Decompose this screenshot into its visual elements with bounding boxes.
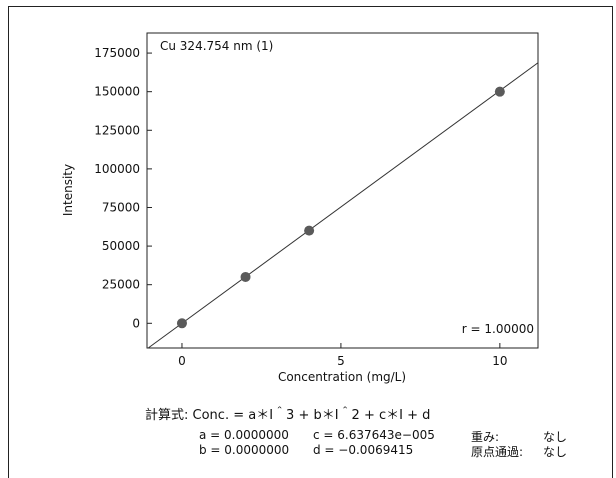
y-tick-label: 125000 bbox=[94, 123, 140, 137]
chart-title: Cu 324.754 nm (1) bbox=[160, 39, 273, 53]
formula-line: 計算式: Conc. = a＊I＾3 + b＊I＾2 + c＊I + d bbox=[145, 404, 430, 423]
y-axis-label: Intensity bbox=[61, 164, 75, 216]
y-tick-label: 100000 bbox=[94, 162, 140, 176]
formula-expression: Conc. = a＊I＾3 + b＊I＾2 + c＊I + d bbox=[192, 408, 431, 423]
y-tick-labels: 0 25000 50000 75000 100000 125000 150000 175000 bbox=[94, 46, 140, 330]
x-tick-label: 10 bbox=[492, 354, 507, 368]
y-tick-label: 175000 bbox=[94, 46, 140, 60]
y-tick-label: 50000 bbox=[102, 239, 140, 253]
y-tick-label: 150000 bbox=[94, 85, 140, 99]
origin-value: なし bbox=[543, 445, 568, 459]
data-point bbox=[304, 225, 315, 236]
x-tick-label: 5 bbox=[337, 354, 345, 368]
plot-area bbox=[146, 32, 539, 349]
data-point bbox=[494, 86, 505, 97]
coef-b: b = 0.0000000 bbox=[199, 443, 290, 457]
fit-line-layer bbox=[147, 62, 539, 349]
coef-d: d = −0.0069415 bbox=[313, 443, 414, 457]
r-value-label: r = 1.00000 bbox=[462, 322, 534, 336]
weight-value: なし bbox=[543, 430, 568, 444]
axis-ticks bbox=[147, 52, 501, 348]
x-tick-labels: 0 5 10 bbox=[178, 354, 507, 368]
data-points-layer bbox=[176, 86, 505, 329]
data-point bbox=[240, 271, 251, 282]
formula-label: 計算式: bbox=[145, 408, 189, 423]
coef-c: c = 6.637643e−005 bbox=[313, 428, 435, 442]
y-tick-label: 0 bbox=[132, 316, 140, 330]
weight-label: 重み: bbox=[471, 430, 500, 444]
coef-a: a = 0.0000000 bbox=[199, 428, 289, 442]
y-tick-label: 75000 bbox=[102, 200, 140, 214]
x-axis-label: Concentration (mg/L) bbox=[278, 370, 406, 384]
y-tick-label: 25000 bbox=[102, 278, 140, 292]
origin-label: 原点通過: bbox=[471, 445, 524, 459]
fit-line bbox=[147, 62, 539, 349]
x-tick-label: 0 bbox=[178, 354, 186, 368]
data-point bbox=[176, 318, 187, 329]
chart-frame bbox=[8, 6, 613, 478]
